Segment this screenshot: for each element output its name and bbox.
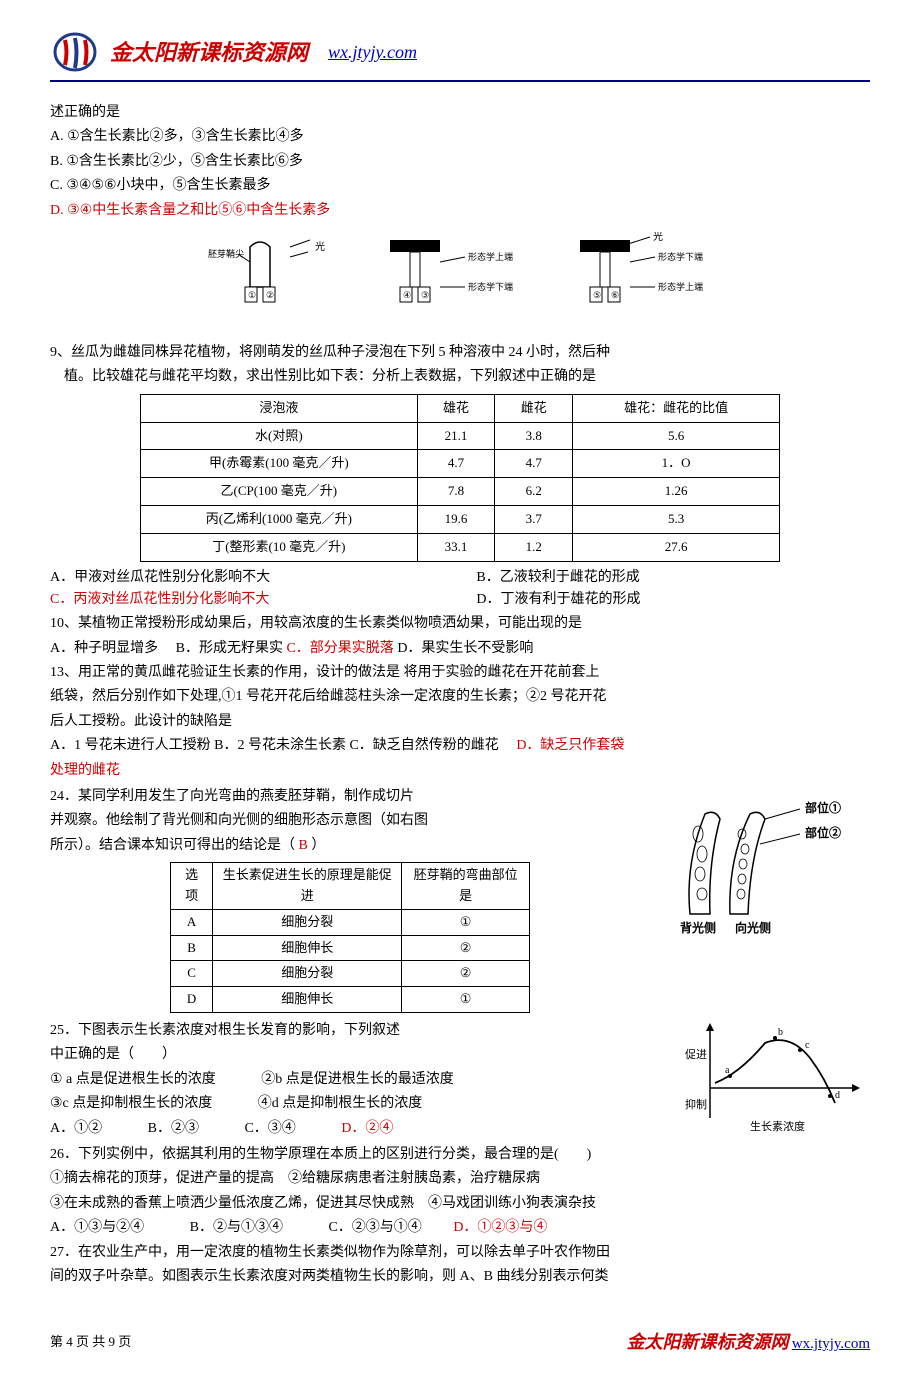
q13-optD2: 处理的雌花 xyxy=(50,760,870,782)
q9-optD: D．丁液有利于雄花的形成 xyxy=(476,589,870,611)
th: 雌花 xyxy=(495,394,573,422)
q9-table: 浸泡液 雄花 雌花 雄花：雌花的比值 水(对照)21.13.85.6 甲(赤霉素… xyxy=(140,394,780,562)
box1: ① xyxy=(248,290,256,300)
optC: C. ③④⑤⑥小块中，⑤含生长素最多 xyxy=(50,175,870,197)
th: 浸泡液 xyxy=(141,394,418,422)
stem-tail: 述正确的是 xyxy=(50,102,870,124)
optA: A. ①含生长素比②多，③含生长素比④多 xyxy=(50,126,870,148)
q27-line1: 27．在农业生产中，用一定浓度的植物生长素类似物作为除草剂，可以除去单子叶农作物… xyxy=(50,1242,870,1264)
page-number: 第 4 页 共 9 页 xyxy=(50,1332,131,1353)
th: 雄花 xyxy=(417,394,495,422)
q25-choices: A．①② B．②③ C．③④ D．②④ xyxy=(50,1118,670,1140)
box5: ⑤ xyxy=(593,290,601,300)
box6: ⑥ xyxy=(611,290,619,300)
table-row: 丙(乙烯利(1000 毫克／升)19.63.75.3 xyxy=(141,505,780,533)
logo-icon xyxy=(50,30,100,75)
q24-line1: 24．某同学利用发生了向光弯曲的燕麦胚芽鞘，制作成切片 xyxy=(50,786,650,808)
box2: ② xyxy=(266,290,274,300)
table-row: 乙(CP(100 毫克／升)7.86.21.26 xyxy=(141,478,780,506)
footer-brand: 金太阳新课标资源网 xyxy=(627,1332,789,1352)
q9-stem1: 9、丝瓜为雌雄同株异花植物，将刚萌发的丝瓜种子浸泡在下列 5 种溶液中 24 小… xyxy=(50,342,870,364)
morph-bottom: 形态学下端 xyxy=(468,281,513,292)
q9-optA: A．甲液对丝瓜花性别分化影响不大 xyxy=(50,567,444,589)
table-row: A细胞分裂① xyxy=(171,909,530,935)
table-row: C细胞分裂② xyxy=(171,961,530,987)
q10-stem: 10、某植物正常授粉形成幼果后，用较高浓度的生长素类似物喷洒幼果，可能出现的是 xyxy=(50,613,870,635)
svg-text:a: a xyxy=(725,1065,730,1076)
q25-line1: 25．下图表示生长素浓度对根生长发育的影响，下列叙述 xyxy=(50,1020,670,1042)
svg-text:b: b xyxy=(778,1027,783,1038)
part1-label: 部位① xyxy=(805,800,841,815)
q25-line2: 中正确的是（ ） xyxy=(50,1044,670,1066)
y-top: 促进 xyxy=(685,1047,707,1061)
part2-label: 部位② xyxy=(805,825,841,840)
q25-opts12: ① a 点是促进根生长的浓度 ②b 点是促进根生长的最适浓度 xyxy=(50,1069,670,1091)
q9-optC: C．丙液对丝瓜花性别分化影响不大 xyxy=(50,589,444,611)
q25-opts34: ③c 点是抑制根生长的浓度 ④d 点是抑制根生长的浓度 xyxy=(50,1093,670,1115)
q24-table: 选项 生长素促进生长的原理是能促进 胚芽鞘的弯曲部位是 A细胞分裂① B细胞伸长… xyxy=(170,862,530,1013)
q24-line3: 所示）。结合课本知识可得出的结论是（ B ） xyxy=(50,835,650,857)
back-label: 背光侧 xyxy=(680,920,716,935)
box3: ③ xyxy=(421,290,429,300)
page-footer: 第 4 页 共 9 页 金太阳新课标资源网 wx.jtyjy.com xyxy=(50,1328,870,1357)
table-row: B细胞伸长② xyxy=(171,935,530,961)
q9-optB: B．乙液较利于雌花的形成 xyxy=(476,567,870,589)
q26-line2: ①摘去棉花的顶芽，促进产量的提高 ②给糖尿病患者注射胰岛素，治疗糖尿病 xyxy=(50,1168,870,1190)
header-brand: 金太阳新课标资源网 xyxy=(110,35,308,70)
q26-line3: ③在未成熟的香蕉上喷洒少量低浓度乙烯，促进其尽快成熟 ④马戏团训练小狗表演杂技 xyxy=(50,1193,870,1215)
q9-stem2: 植。比较雄花与雌花平均数，求出性别比如下表：分析上表数据，下列叙述中正确的是 xyxy=(50,366,870,388)
optD: D. ③④中生长素含量之和比⑤⑥中含生长素多 xyxy=(50,200,870,222)
q24-figure: 部位① 部位② 背光侧 向光侧 xyxy=(660,784,870,944)
light-label-3: 光 xyxy=(653,232,663,243)
x-label: 生长素浓度 xyxy=(750,1119,805,1133)
optB: B. ①含生长素比②少，⑤含生长素比⑥多 xyxy=(50,151,870,173)
q27-line2: 间的双子叶杂草。如图表示生长素浓度对两类植物生长的影响，则 A、B 曲线分别表示… xyxy=(50,1266,870,1288)
box4: ④ xyxy=(403,290,411,300)
th: 雄花：雌花的比值 xyxy=(573,394,780,422)
q10-opts: A．种子明显增多 B．形成无籽果实 C．部分果实脱落 D．果实生长不受影响 xyxy=(50,638,870,660)
diagram-row: 胚芽鞘尖 光 ① ② 形态学上端 形态学下端 ④ ③ xyxy=(50,232,870,332)
table-row: 水(对照)21.13.85.6 xyxy=(141,422,780,450)
diagram-1: 胚芽鞘尖 光 ① ② xyxy=(200,232,340,332)
footer-url[interactable]: wx.jtyjy.com xyxy=(792,1336,870,1352)
y-bottom: 抑制 xyxy=(685,1097,707,1111)
tip-label: 胚芽鞘尖 xyxy=(208,248,244,259)
q26-choices: A．①③与②④ B．②与①③④ C．②③与①④ D．①②③与④ xyxy=(50,1217,870,1239)
page-header: 金太阳新课标资源网 wx.jtyjy.com xyxy=(50,30,870,82)
q13-line1: 13、用正常的黄瓜雌花验证生长素的作用，设计的做法是 将用于实验的雌花在开花前套… xyxy=(50,662,870,684)
q13-line2: 纸袋，然后分别作如下处理,①1 号花开花后给雌蕊柱头涂一定浓度的生长素；②2 号… xyxy=(50,686,870,708)
table-header-row: 浸泡液 雄花 雌花 雄花：雌花的比值 xyxy=(141,394,780,422)
table-row: 丁(整形素(10 毫克／升)33.11.227.6 xyxy=(141,533,780,561)
morph-top: 形态学上端 xyxy=(468,251,513,262)
q13-line3: 后人工授粉。此设计的缺陷是 xyxy=(50,711,870,733)
q13-opts: A．1 号花未进行人工授粉 B．2 号花未涂生长素 C．缺乏自然传粉的雌花 D．… xyxy=(50,735,870,757)
light-label: 光 xyxy=(315,240,325,253)
front-label: 向光侧 xyxy=(735,920,771,935)
q26-line1: 26．下列实例中，依据其利用的生物学原理在本质上的区别进行分类，最合理的是( ) xyxy=(50,1144,870,1166)
diagram-3: 光 形态学下端 形态学上端 ⑤ ⑥ xyxy=(560,232,720,332)
morph-top-3: 形态学上端 xyxy=(658,281,703,292)
table-header-row: 选项 生长素促进生长的原理是能促进 胚芽鞘的弯曲部位是 xyxy=(171,863,530,910)
header-url[interactable]: wx.jtyjy.com xyxy=(328,38,417,67)
morph-bottom-3: 形态学下端 xyxy=(658,251,703,262)
svg-text:d: d xyxy=(835,1090,840,1101)
diagram-2: 形态学上端 形态学下端 ④ ③ xyxy=(370,232,530,332)
table-row: D细胞伸长① xyxy=(171,987,530,1013)
table-row: 甲(赤霉素(100 毫克／升)4.74.71．O xyxy=(141,450,780,478)
q24-line2: 并观察。他绘制了背光侧和向光侧的细胞形态示意图（如右图 xyxy=(50,810,650,832)
q25-graph: a b c d 促进 抑制 生长素浓度 xyxy=(680,1018,870,1138)
svg-text:c: c xyxy=(805,1040,810,1051)
content-area: 述正确的是 A. ①含生长素比②多，③含生长素比④多 B. ①含生长素比②少，⑤… xyxy=(50,102,870,1288)
